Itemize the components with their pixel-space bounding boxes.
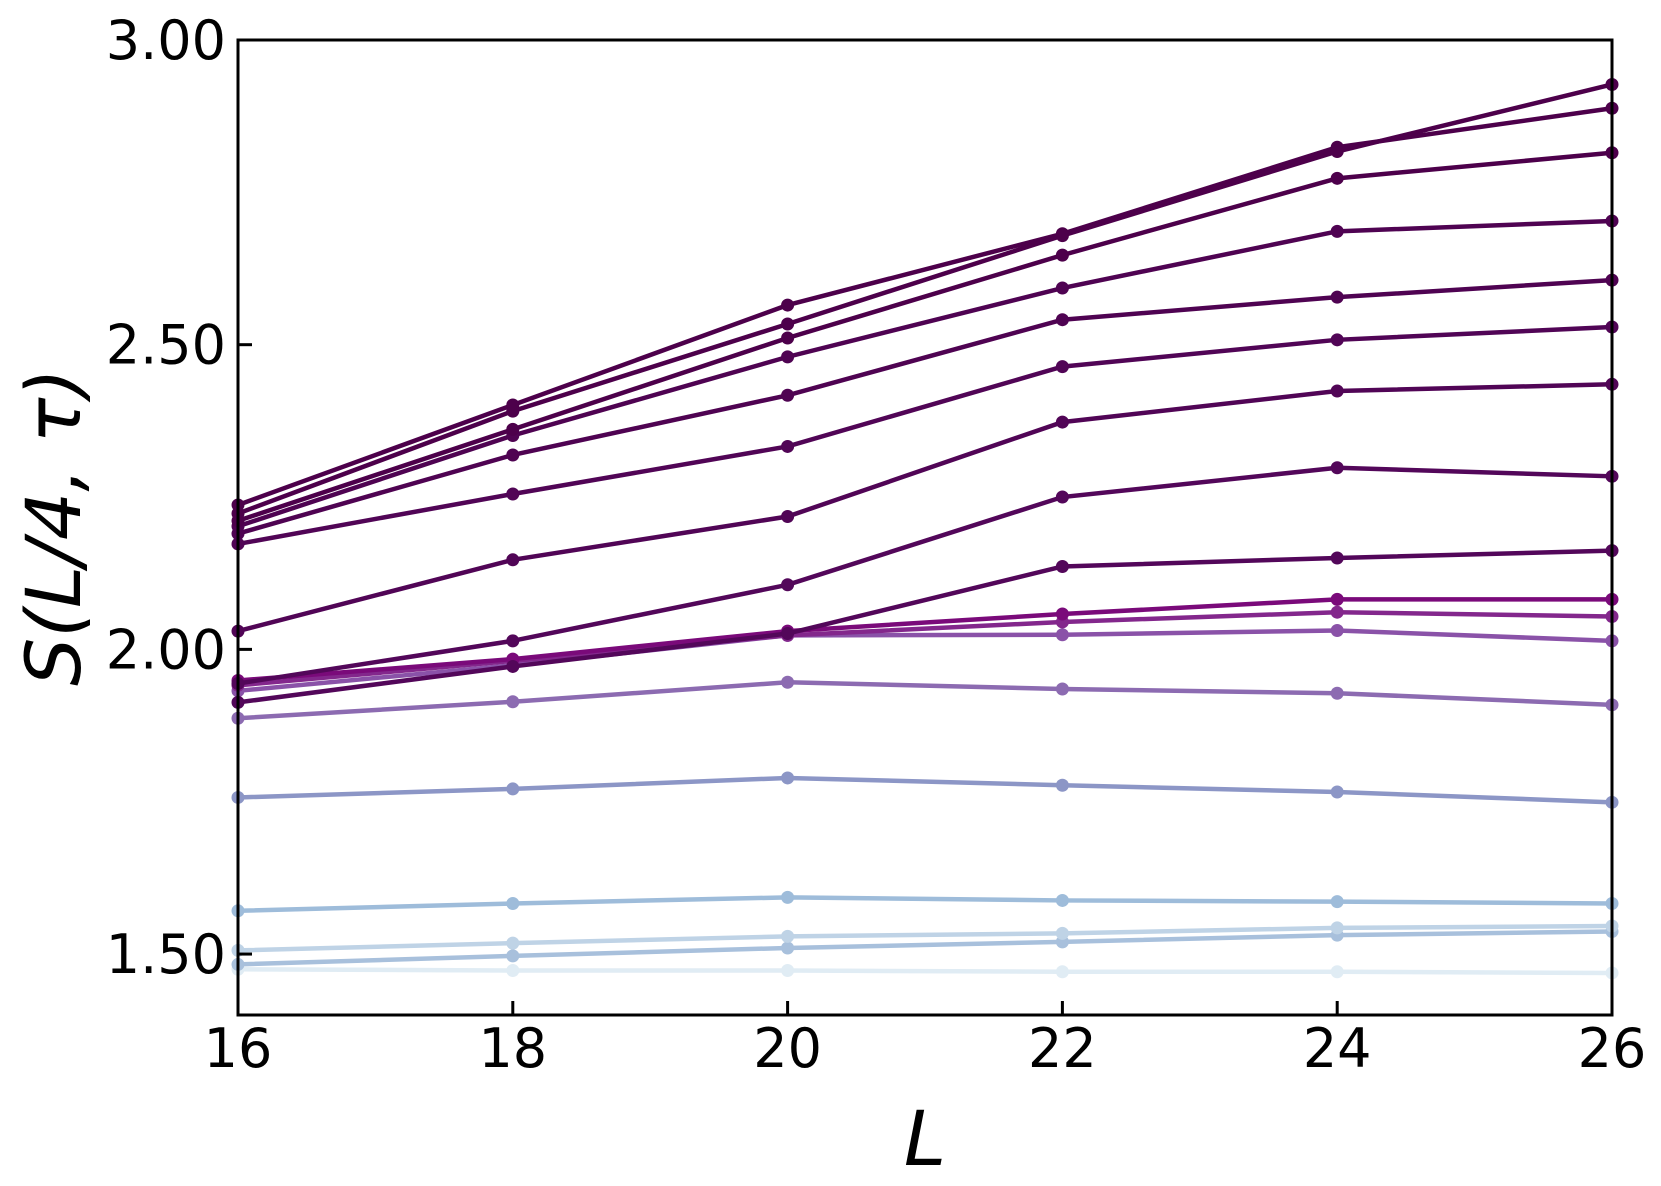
data-point xyxy=(1330,921,1344,935)
data-point xyxy=(1330,965,1344,979)
data-point xyxy=(781,388,795,402)
series-line xyxy=(237,382,1613,634)
data-point xyxy=(781,578,795,592)
x-tick-label: 26 xyxy=(1578,1017,1647,1080)
data-point xyxy=(1055,415,1069,429)
data-point xyxy=(506,936,520,950)
data-point xyxy=(781,298,795,312)
data-point xyxy=(506,695,520,709)
data-point xyxy=(781,941,795,955)
series-line xyxy=(237,277,1613,536)
data-point xyxy=(1330,785,1344,799)
series-line xyxy=(237,775,1613,805)
data-point xyxy=(1055,490,1069,504)
data-point xyxy=(506,964,520,978)
data-point xyxy=(1055,893,1069,907)
data-point xyxy=(781,964,795,978)
series-line xyxy=(237,465,1613,686)
series-line xyxy=(237,150,1613,523)
data-point xyxy=(1330,145,1344,159)
data-point xyxy=(1330,686,1344,700)
x-tick-label: 22 xyxy=(1028,1017,1097,1080)
x-tick-label: 20 xyxy=(753,1017,822,1080)
data-point xyxy=(781,675,795,689)
series-line xyxy=(237,218,1613,529)
series-line xyxy=(237,597,1612,683)
x-tick-label: 24 xyxy=(1303,1017,1372,1080)
data-point xyxy=(1055,607,1069,621)
data-point xyxy=(1330,171,1344,185)
data-point xyxy=(506,422,520,436)
data-point xyxy=(506,404,520,418)
series-line xyxy=(237,548,1613,705)
data-point xyxy=(1055,248,1069,262)
y-tick-label: 2.50 xyxy=(106,314,226,377)
data-point xyxy=(1330,605,1344,619)
data-point xyxy=(781,771,795,785)
data-point xyxy=(1330,384,1344,398)
data-point xyxy=(1330,461,1344,475)
data-point xyxy=(506,634,520,648)
data-point xyxy=(506,487,520,501)
data-point xyxy=(506,896,520,910)
data-point xyxy=(1330,290,1344,304)
series-line xyxy=(237,106,1613,508)
data-point xyxy=(1330,623,1344,637)
data-point xyxy=(1055,926,1069,940)
data-point xyxy=(506,448,520,462)
data-point xyxy=(1055,281,1069,295)
y-tick-label: 3.00 xyxy=(106,9,226,72)
data-point xyxy=(1055,313,1069,327)
data-point xyxy=(781,350,795,364)
y-tick-label: 1.50 xyxy=(106,923,226,986)
series-line xyxy=(237,628,1613,694)
plot-frame xyxy=(236,38,1614,1017)
x-tick-label: 16 xyxy=(204,1017,273,1080)
data-point xyxy=(781,331,795,345)
data-point xyxy=(506,659,520,673)
data-point xyxy=(1330,333,1344,347)
data-point xyxy=(1330,592,1344,606)
data-point xyxy=(781,627,795,641)
data-point xyxy=(506,949,520,963)
data-point xyxy=(1055,560,1069,573)
data-point xyxy=(781,929,795,943)
data-point xyxy=(506,782,520,796)
data-point xyxy=(506,553,520,567)
data-point xyxy=(781,439,795,453)
data-point xyxy=(1055,965,1069,979)
series-line xyxy=(237,609,1613,688)
data-point xyxy=(1055,229,1069,243)
series-line xyxy=(237,324,1613,547)
y-tick-label: 2.00 xyxy=(106,618,226,681)
series-line xyxy=(237,929,1613,967)
x-tick-label: 18 xyxy=(478,1017,547,1080)
data-point xyxy=(781,317,795,331)
series-line xyxy=(237,680,1613,721)
data-point xyxy=(1055,360,1069,374)
y-axis-label: S(L/4, τ) xyxy=(9,368,98,686)
series-line xyxy=(237,923,1613,953)
series-line xyxy=(237,82,1613,516)
data-point xyxy=(781,890,795,904)
series-line xyxy=(237,967,1613,976)
data-point xyxy=(1055,682,1069,696)
x-axis-label: L xyxy=(904,1094,946,1183)
data-point xyxy=(1055,628,1069,642)
data-point xyxy=(1330,224,1344,238)
data-point xyxy=(1330,551,1344,565)
data-point xyxy=(1330,895,1344,909)
data-point xyxy=(1055,778,1069,792)
data-point xyxy=(781,510,795,524)
series-line xyxy=(237,895,1613,914)
